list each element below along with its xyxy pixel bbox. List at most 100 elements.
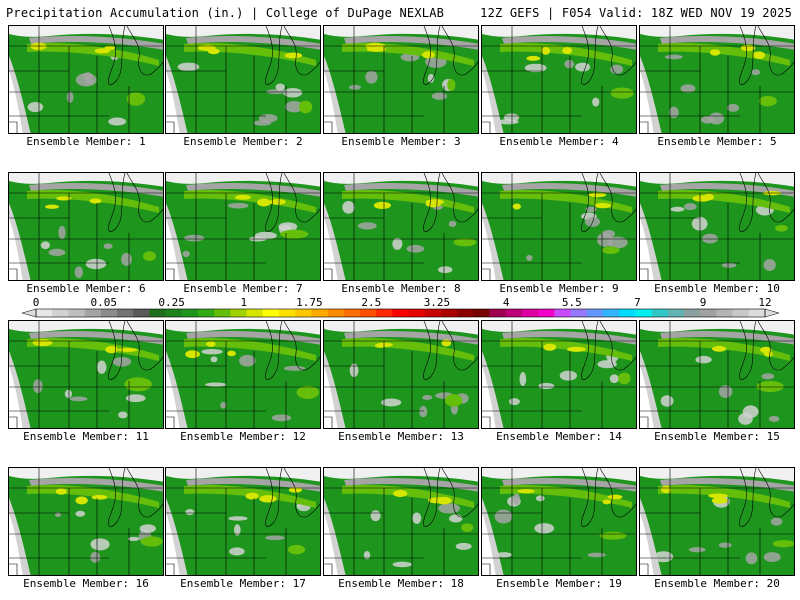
ensemble-member-map (481, 172, 637, 281)
colorbar-tick-label: 7 (634, 297, 641, 309)
precip-map-16 (9, 468, 163, 575)
colorbar-swatch (554, 309, 571, 317)
colorbar-tick-label: 0 (33, 297, 40, 309)
colorbar-swatch (36, 309, 53, 317)
colorbar-swatch (619, 309, 636, 317)
ensemble-member-label: Ensemble Member: 4 (499, 135, 619, 148)
precip-map-6 (9, 173, 163, 280)
ensemble-member-label: Ensemble Member: 19 (496, 577, 622, 590)
colorbar-swatch (246, 309, 264, 317)
ensemble-member-map (323, 467, 479, 576)
ensemble-member-map (165, 172, 321, 281)
colorbar-swatch (343, 309, 361, 317)
colorbar-swatch (279, 309, 296, 317)
colorbar-swatch (408, 309, 426, 317)
colorbar-swatch (327, 309, 345, 317)
ensemble-member-map (639, 172, 795, 281)
colorbar-swatch (149, 309, 166, 317)
colorbar-swatch (100, 309, 118, 317)
colorbar-swatch (230, 309, 247, 317)
ensemble-member-map (481, 320, 637, 429)
ensemble-member-label: Ensemble Member: 11 (23, 430, 149, 443)
colorbar-tick-label: 2.5 (361, 297, 381, 309)
ensemble-member-map (639, 25, 795, 134)
colorbar-swatch (748, 309, 766, 317)
colorbar-swatch (716, 309, 733, 317)
ensemble-member-label: Ensemble Member: 14 (496, 430, 622, 443)
colorbar-tick-label: 5.5 (562, 297, 582, 309)
ensemble-member-map (165, 25, 321, 134)
precip-map-1 (9, 26, 163, 133)
colorbar-tick-label: 9 (700, 297, 707, 309)
precip-map-11 (9, 321, 163, 428)
colorbar-swatch (311, 309, 328, 317)
colorbar-swatch (68, 309, 85, 317)
ensemble-member-map (639, 467, 795, 576)
ensemble-member-label: Ensemble Member: 3 (341, 135, 461, 148)
precip-map-3 (324, 26, 478, 133)
colorbar-swatch (84, 309, 102, 317)
colorbar-swatch (392, 309, 409, 317)
colorbar-swatch (214, 309, 231, 317)
ensemble-member-label: Ensemble Member: 2 (183, 135, 303, 148)
colorbar-swatch (376, 309, 393, 317)
ensemble-member-map (8, 320, 164, 429)
ensemble-member-label: Ensemble Member: 10 (654, 282, 780, 295)
colorbar-right-arrow (764, 308, 780, 318)
precip-map-7 (166, 173, 320, 280)
colorbar-swatch (651, 309, 669, 317)
colorbar-swatch (603, 309, 620, 317)
ensemble-member-label: Ensemble Member: 8 (341, 282, 461, 295)
colorbar-swatch (570, 309, 588, 317)
colorbar-swatch (700, 309, 717, 317)
ensemble-member-label: Ensemble Member: 7 (183, 282, 303, 295)
colorbar-swatch (489, 309, 507, 317)
ensemble-member-map (639, 320, 795, 429)
colorbar-swatch (133, 309, 150, 317)
ensemble-member-label: Ensemble Member: 16 (23, 577, 149, 590)
colorbar-swatch (457, 309, 474, 317)
precip-map-4 (482, 26, 636, 133)
ensemble-member-map (8, 467, 164, 576)
colorbar-swatch (198, 309, 215, 317)
precip-map-17 (166, 468, 320, 575)
colorbar-swatch (635, 309, 652, 317)
ensemble-member-label: Ensemble Member: 9 (499, 282, 619, 295)
colorbar-swatch (424, 309, 442, 317)
ensemble-member-label: Ensemble Member: 6 (26, 282, 146, 295)
colorbar-swatch (117, 309, 134, 317)
colorbar-swatch (667, 309, 685, 317)
colorbar-swatch (505, 309, 523, 317)
colorbar-swatch (732, 309, 750, 317)
colorbar-tick-label: 0.05 (91, 297, 118, 309)
ensemble-member-map (323, 172, 479, 281)
colorbar-swatch (165, 309, 183, 317)
colorbar-tick-label: 1 (240, 297, 247, 309)
precipitation-colorbar: 0 0.05 0.25 1 1.75 2.5 3.25 4 5.5 7 9 12 (21, 297, 780, 318)
ensemble-member-label: Ensemble Member: 5 (657, 135, 777, 148)
colorbar-swatch (538, 309, 555, 317)
ensemble-member-label: Ensemble Member: 12 (180, 430, 306, 443)
precip-map-2 (166, 26, 320, 133)
ensemble-member-map (8, 172, 164, 281)
precip-map-19 (482, 468, 636, 575)
ensemble-member-map (323, 25, 479, 134)
colorbar-tick-label: 3.25 (424, 297, 451, 309)
colorbar-tick-label: 12 (758, 297, 771, 309)
precip-map-18 (324, 468, 478, 575)
colorbar-tick-label: 0.25 (158, 297, 185, 309)
colorbar-tick-label: 1.75 (296, 297, 323, 309)
precip-map-10 (640, 173, 794, 280)
precip-map-13 (324, 321, 478, 428)
valid-time: 12Z GEFS | F054 Valid: 18Z WED NOV 19 20… (480, 6, 792, 20)
precip-map-5 (640, 26, 794, 133)
colorbar-swatch (586, 309, 604, 317)
colorbar-swatch (295, 309, 312, 317)
precip-map-9 (482, 173, 636, 280)
colorbar-swatch (441, 309, 458, 317)
precip-map-12 (166, 321, 320, 428)
ensemble-member-label: Ensemble Member: 18 (338, 577, 464, 590)
colorbar-swatch (52, 309, 69, 317)
ensemble-member-label: Ensemble Member: 20 (654, 577, 780, 590)
ensemble-member-map (323, 320, 479, 429)
